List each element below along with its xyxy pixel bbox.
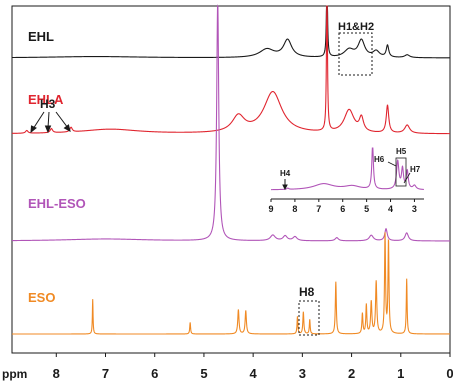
annotation-box-h5 <box>395 157 407 187</box>
x-tick-label: 0 <box>446 366 453 381</box>
annotation-box-h1h2 <box>338 32 373 76</box>
x-tick-label: 2 <box>348 366 355 381</box>
annotation-arrow-h4 <box>282 179 288 191</box>
x-axis: ppm 8 7 6 5 4 3 2 1 0 <box>2 353 453 381</box>
inset-x-tick-label: 8 <box>292 204 297 214</box>
inset-x-tick-label: 6 <box>340 204 345 214</box>
annotation-box-h8 <box>298 300 320 336</box>
inset-spectrum: 9 8 7 6 5 4 3 H4 H6 H5 H7 <box>268 147 424 214</box>
series-line-ehl <box>12 5 450 59</box>
x-axis-label: ppm <box>2 367 27 381</box>
x-tick-label: 5 <box>200 366 207 381</box>
inset-x-tick-label: 4 <box>388 204 393 214</box>
inset-x-tick-label: 3 <box>412 204 417 214</box>
x-tick-label: 3 <box>299 366 306 381</box>
inset-x-tick-label: 9 <box>268 204 273 214</box>
x-tick-label: 8 <box>53 366 60 381</box>
annotation-label-h4: H4 <box>280 169 291 178</box>
series-label-ehla: EHLA <box>28 92 64 107</box>
series-label-ehl-eso: EHL-ESO <box>28 196 86 211</box>
x-tick-label: 1 <box>397 366 404 381</box>
inset-series-line <box>271 147 424 191</box>
series-line-ehla <box>12 5 450 135</box>
inset-x-ticks: 9 8 7 6 5 4 3 <box>268 199 417 214</box>
annotation-arrows-h3 <box>30 111 71 134</box>
plot-frame <box>11 5 451 354</box>
x-tick-label: 6 <box>151 366 158 381</box>
series-label-eso: ESO <box>28 290 55 305</box>
annotation-label-h1h2: H1&H2 <box>338 21 374 33</box>
annotation-label-h8: H8 <box>299 285 315 299</box>
series-line-eso <box>12 232 450 335</box>
series-line-ehl-eso <box>11 4 450 242</box>
annotation-label-h7: H7 <box>410 165 421 174</box>
inset-x-tick-label: 7 <box>316 204 321 214</box>
annotation-label-h3: H3 <box>40 97 56 111</box>
inset-x-tick-label: 5 <box>364 204 369 214</box>
x-tick-label: 4 <box>250 366 258 381</box>
x-tick-label: 7 <box>102 366 109 381</box>
annotation-arrow-h6 <box>387 161 397 167</box>
annotation-label-h5: H5 <box>396 147 407 156</box>
series-label-ehl: EHL <box>28 29 54 44</box>
annotation-arrow-h7 <box>403 172 411 184</box>
annotation-label-h6: H6 <box>374 155 385 164</box>
x-ticks: 8 7 6 5 4 3 2 1 0 <box>53 353 453 381</box>
